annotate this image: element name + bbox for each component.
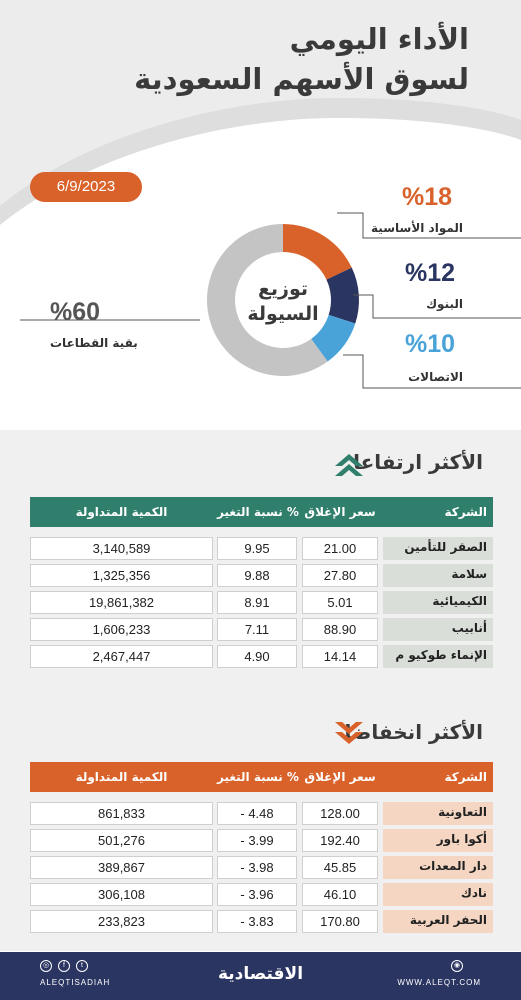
company-name: التعاونية (383, 802, 493, 825)
close-price: 128.00 (302, 802, 378, 825)
losers-title: الأكثر انخفاضا (344, 720, 483, 744)
banks-percent: %12 (405, 259, 456, 287)
table-row: دار المعدات 45.85- 3.98 389,867 (30, 856, 493, 879)
change-percent: 9.95 (217, 537, 297, 560)
table-row: الحفر العربية 170.80- 3.83 233,823 (30, 910, 493, 933)
close-price: 21.00 (302, 537, 378, 560)
close-price: 170.80 (302, 910, 378, 933)
close-price: 88.90 (302, 618, 378, 641)
table-row: سلامة 27.80 9.88 1,325,356 (30, 564, 493, 587)
table-row: أنابيب 88.90 7.11 1,606,233 (30, 618, 493, 641)
change-percent: 4.90 (217, 645, 297, 668)
traded-volume: 3,140,589 (30, 537, 213, 560)
traded-volume: 389,867 (30, 856, 213, 879)
arrow-up-icon (335, 454, 363, 476)
table-row: الإنماء طوكيو م 14.14 4.90 2,467,447 (30, 645, 493, 668)
telecom-label: الاتصالات (408, 370, 463, 384)
donut-center-line2: السيولة (247, 303, 319, 325)
table-row: نادك 46.10- 3.96 306,108 (30, 883, 493, 906)
page-subtitle: لسوق الأسهم السعودية (134, 62, 469, 96)
close-price: 5.01 (302, 591, 378, 614)
col-volume: الكمية المتداولة (75, 770, 168, 784)
company-name: الإنماء طوكيو م (383, 645, 493, 668)
company-name: الحفر العربية (383, 910, 493, 933)
header (0, 0, 521, 225)
change-percent: - 3.99 (217, 829, 297, 852)
traded-volume: 2,467,447 (30, 645, 213, 668)
donut-slice-materials (283, 224, 352, 280)
company-name: الكيميائية (383, 591, 493, 614)
instagram-icon[interactable]: ◎ (40, 960, 52, 972)
company-name: الصقر للتأمين (383, 537, 493, 560)
change-percent: - 3.83 (217, 910, 297, 933)
header-swoosh (0, 0, 521, 225)
gainers-title: الأكثر ارتفاعا (353, 450, 483, 474)
donut-slice-telecom (311, 314, 356, 362)
traded-volume: 233,823 (30, 910, 213, 933)
others-label: بقية القطاعات (50, 336, 138, 350)
change-percent: - 4.48 (217, 802, 297, 825)
footer: ◎ f t ALEQTISADIAH الاقتصادية ◉ WWW.ALEQ… (0, 952, 521, 1000)
leader-line-banks (353, 294, 521, 319)
twitter-icon[interactable]: t (76, 960, 88, 972)
social-handle[interactable]: ALEQTISADIAH (40, 978, 111, 987)
table-row: أكوا باور 192.40- 3.99 501,276 (30, 829, 493, 852)
traded-volume: 1,606,233 (30, 618, 213, 641)
donut-center-line1: توزيع (257, 278, 309, 300)
telecom-percent: %10 (405, 330, 456, 358)
col-close: سعر الإغلاق (304, 770, 376, 784)
date-badge: 6/9/2023 (30, 172, 142, 202)
banks-label: البنوك (426, 297, 463, 311)
col-volume: الكمية المتداولة (75, 505, 168, 519)
table-row: الكيميائية 5.01 8.91 19,861,382 (30, 591, 493, 614)
leader-line-telecom (343, 354, 521, 389)
others-percent: %60 (50, 298, 101, 326)
leader-line-materials (337, 212, 521, 239)
traded-volume: 19,861,382 (30, 591, 213, 614)
losers-table-header: الشركة سعر الإغلاق نسبة التغير % الكمية … (30, 762, 493, 792)
globe-icon: ◉ (451, 960, 463, 972)
change-percent: 7.11 (217, 618, 297, 641)
facebook-icon[interactable]: f (58, 960, 70, 972)
traded-volume: 861,833 (30, 802, 213, 825)
col-company: الشركة (444, 505, 487, 519)
traded-volume: 306,108 (30, 883, 213, 906)
close-price: 192.40 (302, 829, 378, 852)
col-change: نسبة التغير % (217, 505, 299, 519)
donut-center-label: توزيع السيولة (233, 277, 333, 327)
company-name: دار المعدات (383, 856, 493, 879)
page-title: الأداء اليومي (289, 22, 469, 56)
donut-slice-banks (326, 267, 359, 324)
company-name: أنابيب (383, 618, 493, 641)
close-price: 27.80 (302, 564, 378, 587)
traded-volume: 1,325,356 (30, 564, 213, 587)
close-price: 45.85 (302, 856, 378, 879)
company-name: سلامة (383, 564, 493, 587)
company-name: أكوا باور (383, 829, 493, 852)
col-company: الشركة (444, 770, 487, 784)
website-link[interactable]: WWW.ALEQT.COM (397, 978, 481, 987)
materials-label: المواد الأساسية (371, 221, 463, 235)
col-change: نسبة التغير % (217, 770, 299, 784)
liquidity-donut (20, 212, 521, 389)
brand-logo: الاقتصادية (217, 964, 304, 984)
col-close: سعر الإغلاق (304, 505, 376, 519)
company-name: نادك (383, 883, 493, 906)
arrow-down-icon (335, 722, 363, 744)
change-percent: - 3.96 (217, 883, 297, 906)
change-percent: 8.91 (217, 591, 297, 614)
close-price: 46.10 (302, 883, 378, 906)
table-row: التعاونية 128.00- 4.48 861,833 (30, 802, 493, 825)
traded-volume: 501,276 (30, 829, 213, 852)
gainers-table-header: الشركة سعر الإغلاق نسبة التغير % الكمية … (30, 497, 493, 527)
close-price: 14.14 (302, 645, 378, 668)
change-percent: 9.88 (217, 564, 297, 587)
donut-hole (236, 253, 330, 347)
donut-slice-others (206, 224, 328, 376)
table-row: الصقر للتأمين 21.00 9.95 3,140,589 (30, 537, 493, 560)
materials-percent: %18 (402, 183, 453, 211)
change-percent: - 3.98 (217, 856, 297, 879)
